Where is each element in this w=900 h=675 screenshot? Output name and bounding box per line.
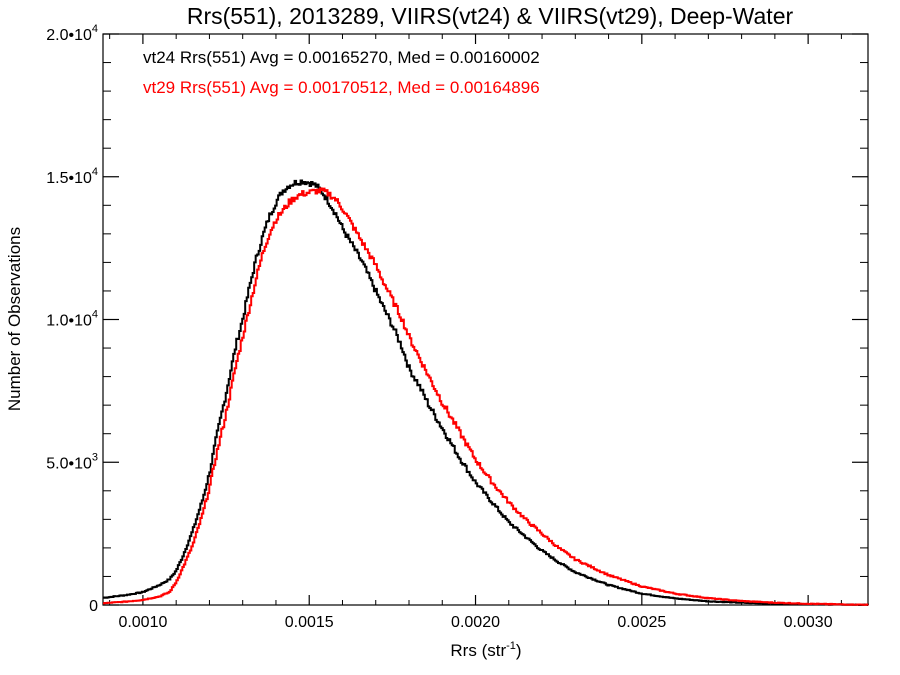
x-axis-ticks: 0.0010 0.0015 0.0020 0.0025 0.0030 bbox=[109, 34, 842, 631]
plot-frame bbox=[102, 33, 869, 606]
y-tick-label-exp: 4 bbox=[92, 23, 98, 35]
y-tick-label-base: 1.0•10 bbox=[46, 313, 92, 330]
x-tick-label: 0.0015 bbox=[285, 614, 334, 631]
chart-title: Rrs(551), 2013289, VIIRS(vt24) & VIIRS(v… bbox=[187, 3, 794, 29]
y-tick-label-exp: 4 bbox=[92, 309, 98, 321]
x-axis-label: Rrs (str-1) bbox=[450, 640, 521, 660]
y-tick-label-base: 5.0•10 bbox=[46, 455, 92, 472]
x-axis-label-main: Rrs (str bbox=[450, 641, 506, 660]
series-line-vt29 bbox=[103, 187, 869, 606]
y-axis-label: Number of Observations bbox=[5, 227, 24, 411]
plot-area: 0.0010 0.0015 0.0020 0.0025 0.0030 0 5.0•103 1… bbox=[46, 23, 869, 631]
y-tick-label-base: 1.5•10 bbox=[46, 170, 92, 187]
x-tick-label: 0.0010 bbox=[118, 614, 167, 631]
y-tick-label-exp: 3 bbox=[92, 451, 98, 463]
y-tick-label: 1.5•104 bbox=[46, 166, 98, 187]
series-line-vt24 bbox=[103, 179, 869, 606]
series-layer bbox=[103, 179, 869, 606]
x-axis-label-sup: -1 bbox=[506, 640, 516, 652]
annotation-vt24: vt24 Rrs(551) Avg = 0.00165270, Med = 0.… bbox=[143, 48, 540, 67]
x-tick-label: 0.0025 bbox=[617, 614, 666, 631]
x-tick-label: 0.0030 bbox=[784, 614, 833, 631]
y-tick-label-exp: 4 bbox=[92, 166, 98, 178]
y-tick-label: 1.0•104 bbox=[46, 309, 98, 330]
x-axis-label-close: ) bbox=[516, 641, 522, 660]
y-tick-label-base: 0 bbox=[89, 598, 98, 615]
y-tick-label: 0 bbox=[89, 598, 98, 615]
annotation-vt29: vt29 Rrs(551) Avg = 0.00170512, Med = 0.… bbox=[143, 78, 540, 97]
x-tick-label: 0.0020 bbox=[451, 614, 500, 631]
y-tick-label: 5.0•103 bbox=[46, 451, 98, 472]
y-tick-label-base: 2.0•10 bbox=[46, 27, 92, 44]
y-tick-label: 2.0•104 bbox=[46, 23, 98, 44]
